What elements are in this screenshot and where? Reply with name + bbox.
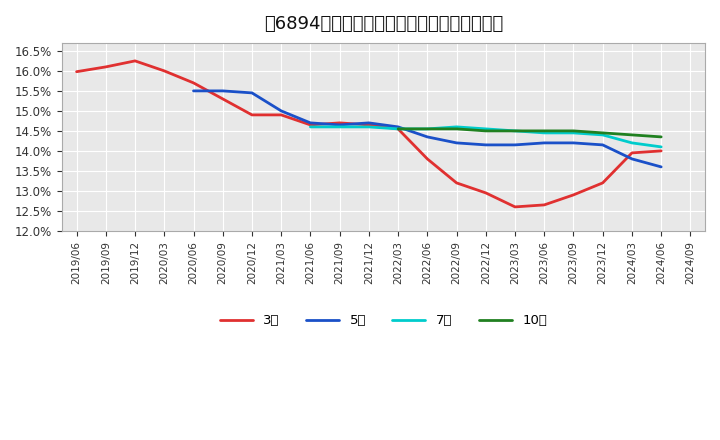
10年 bbox=[569, 128, 577, 133]
5年 bbox=[336, 122, 344, 128]
3年 bbox=[364, 122, 373, 128]
3年 bbox=[657, 148, 665, 154]
5年 bbox=[364, 120, 373, 125]
5年 bbox=[598, 142, 607, 147]
5年 bbox=[540, 140, 549, 146]
7年 bbox=[628, 140, 636, 146]
7年 bbox=[452, 124, 461, 129]
Legend: 3年, 5年, 7年, 10年: 3年, 5年, 7年, 10年 bbox=[215, 309, 553, 333]
3年 bbox=[482, 190, 490, 195]
7年 bbox=[657, 144, 665, 150]
3年 bbox=[248, 112, 256, 117]
Title: ［6894］　経常利益マージンの平均値の推移: ［6894］ 経常利益マージンの平均値の推移 bbox=[264, 15, 503, 33]
10年 bbox=[423, 126, 432, 132]
3年 bbox=[306, 122, 315, 128]
5年 bbox=[452, 140, 461, 146]
3年 bbox=[423, 156, 432, 161]
5年 bbox=[423, 134, 432, 139]
7年 bbox=[306, 124, 315, 129]
3年 bbox=[72, 69, 81, 74]
3年 bbox=[569, 192, 577, 198]
10年 bbox=[510, 128, 519, 133]
10年 bbox=[452, 126, 461, 132]
7年 bbox=[540, 130, 549, 136]
3年 bbox=[510, 204, 519, 209]
5年 bbox=[510, 142, 519, 147]
5年 bbox=[218, 88, 227, 94]
10年 bbox=[394, 126, 402, 132]
10年 bbox=[628, 132, 636, 138]
10年 bbox=[657, 134, 665, 139]
3年 bbox=[540, 202, 549, 208]
5年 bbox=[569, 140, 577, 146]
7年 bbox=[598, 132, 607, 138]
Line: 5年: 5年 bbox=[194, 91, 661, 167]
5年 bbox=[277, 108, 286, 114]
3年 bbox=[277, 112, 286, 117]
3年 bbox=[394, 126, 402, 132]
3年 bbox=[189, 80, 198, 85]
10年 bbox=[598, 130, 607, 136]
3年 bbox=[336, 120, 344, 125]
3年 bbox=[131, 58, 140, 63]
3年 bbox=[160, 68, 168, 73]
7年 bbox=[423, 126, 432, 132]
10年 bbox=[540, 128, 549, 133]
7年 bbox=[482, 126, 490, 132]
Line: 7年: 7年 bbox=[310, 127, 661, 147]
Line: 10年: 10年 bbox=[398, 129, 661, 137]
5年 bbox=[482, 142, 490, 147]
10年 bbox=[482, 128, 490, 133]
7年 bbox=[336, 124, 344, 129]
3年 bbox=[452, 180, 461, 186]
7年 bbox=[569, 130, 577, 136]
5年 bbox=[657, 164, 665, 169]
3年 bbox=[598, 180, 607, 186]
3年 bbox=[102, 64, 110, 70]
3年 bbox=[628, 150, 636, 155]
5年 bbox=[394, 124, 402, 129]
5年 bbox=[189, 88, 198, 94]
7年 bbox=[510, 128, 519, 133]
Line: 3年: 3年 bbox=[76, 61, 661, 207]
5年 bbox=[248, 90, 256, 95]
5年 bbox=[628, 156, 636, 161]
5年 bbox=[306, 120, 315, 125]
7年 bbox=[364, 124, 373, 129]
3年 bbox=[218, 96, 227, 102]
7年 bbox=[394, 126, 402, 132]
